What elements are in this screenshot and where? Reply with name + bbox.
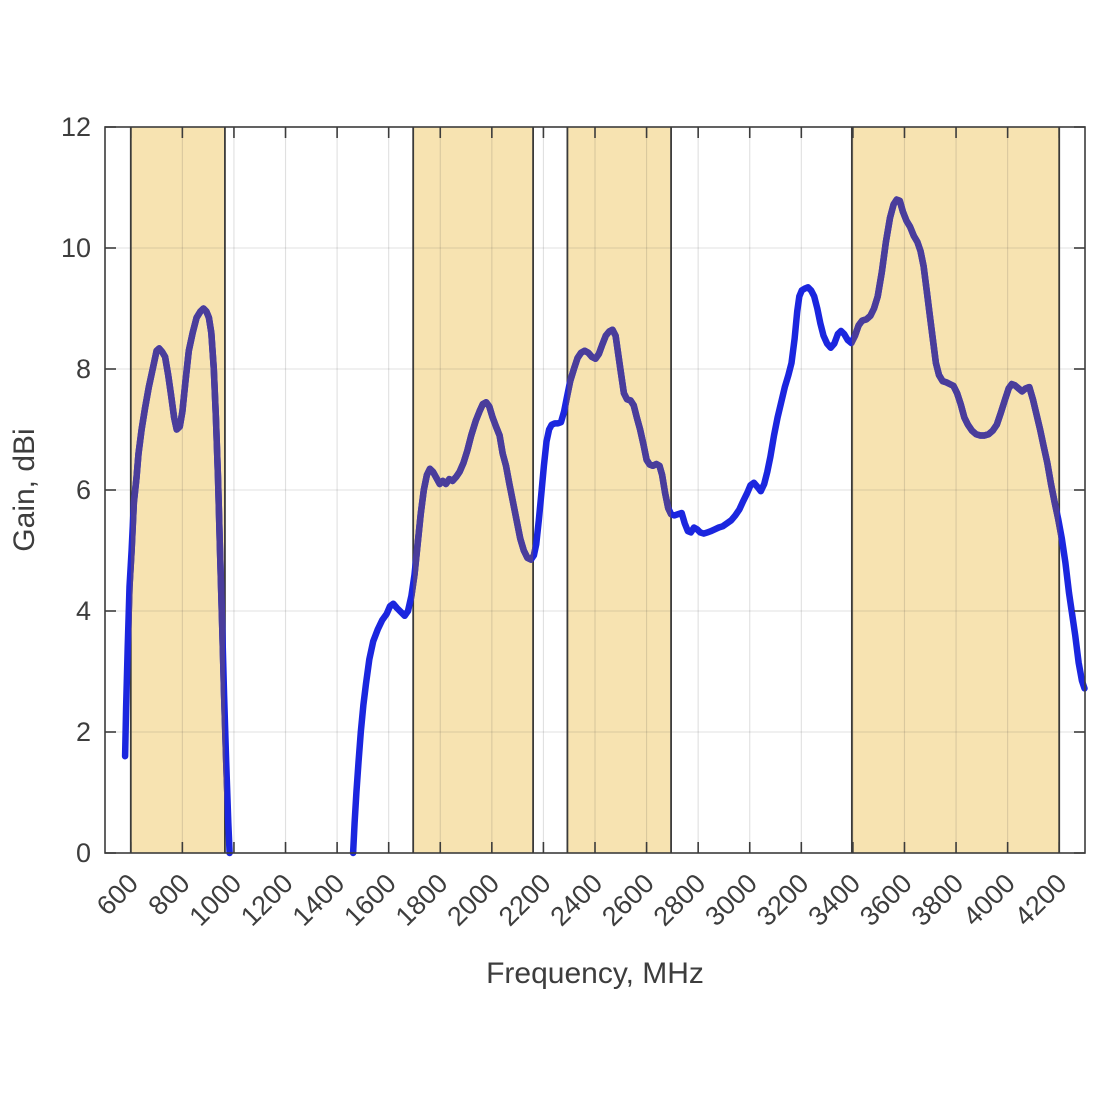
x-tick-label: 3000 — [699, 868, 763, 932]
x-tick-label: 3400 — [802, 868, 866, 932]
y-axis-label: Gain, dBi — [8, 428, 41, 551]
x-tick-label: 4200 — [1009, 868, 1073, 932]
x-tick-label: 2400 — [545, 868, 609, 932]
highlight-band — [567, 127, 672, 853]
x-tick-label: 3800 — [906, 868, 970, 932]
x-tick-label: 1200 — [235, 868, 299, 932]
x-tick-label: 2200 — [493, 868, 557, 932]
y-tick-label: 2 — [76, 717, 91, 747]
highlight-band — [130, 127, 225, 853]
y-tick-label: 10 — [61, 233, 91, 263]
x-tick-label: 3600 — [854, 868, 918, 932]
x-tick-label: 1800 — [390, 868, 454, 932]
x-tick-label: 1600 — [338, 868, 402, 932]
x-tick-label: 4000 — [957, 868, 1021, 932]
tick-marks — [105, 126, 1085, 854]
x-tick-label: 3200 — [751, 868, 815, 932]
y-tick-label: 12 — [61, 112, 91, 142]
x-tick-label: 600 — [91, 868, 144, 921]
y-tick-label: 6 — [76, 475, 91, 505]
x-tick-label: 1000 — [183, 868, 247, 932]
x-axis-label: Frequency, MHz — [486, 957, 704, 990]
y-tick-label: 4 — [76, 596, 91, 626]
x-tick-label: 1400 — [287, 868, 351, 932]
y-tick-label: 0 — [76, 838, 91, 868]
x-tick-label: 2800 — [648, 868, 712, 932]
x-tick-label: 2600 — [596, 868, 660, 932]
x-tick-label: 2000 — [441, 868, 505, 932]
y-tick-label: 8 — [76, 354, 91, 384]
